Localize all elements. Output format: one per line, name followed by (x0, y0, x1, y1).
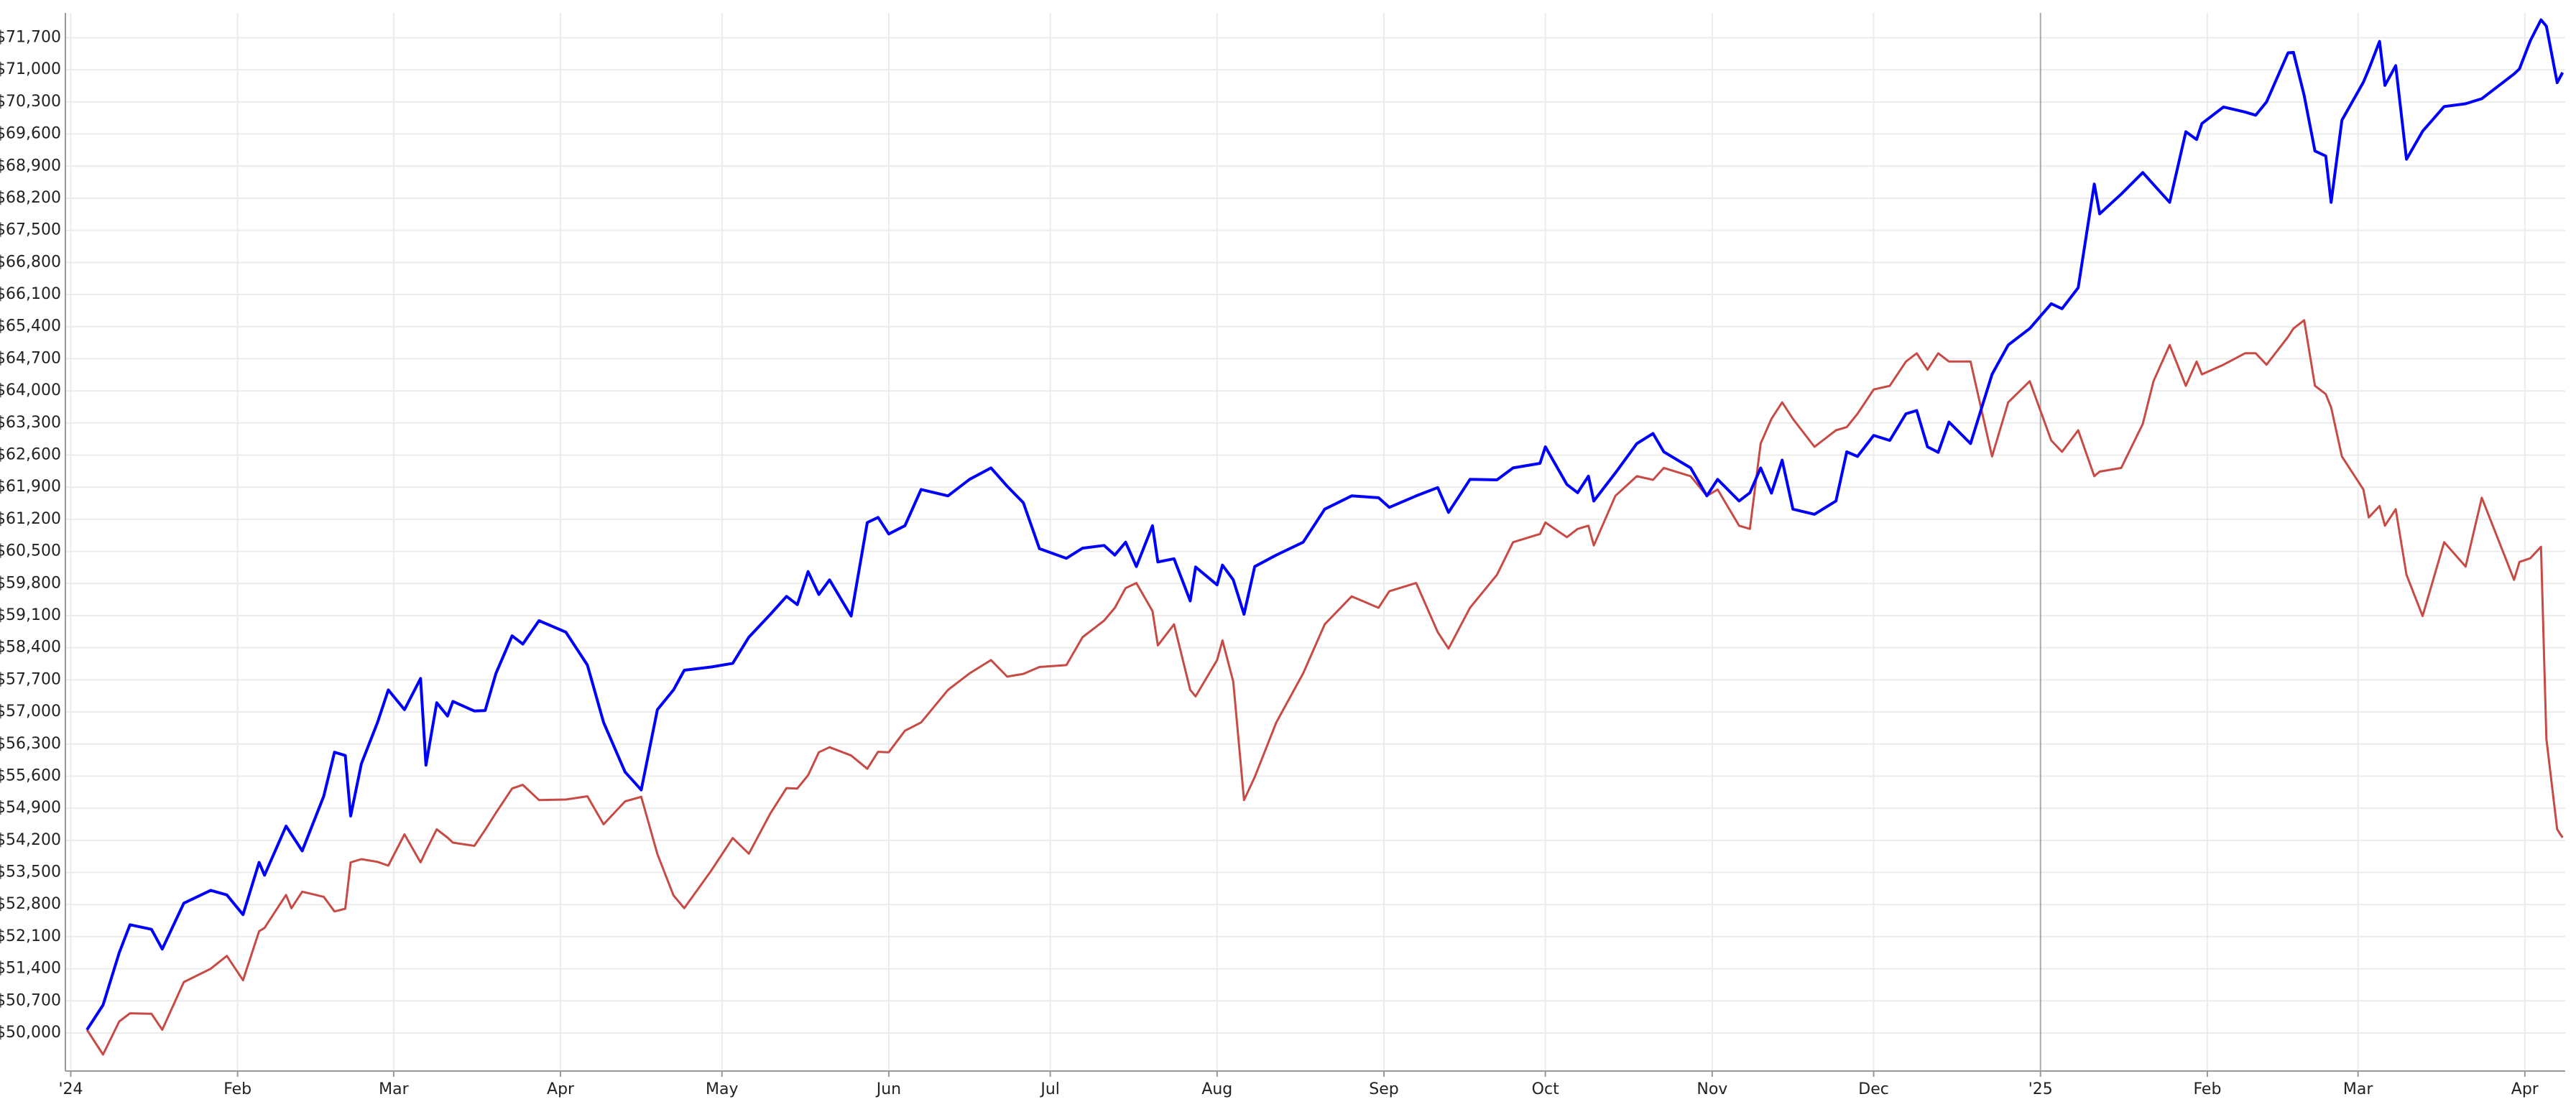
x-tick-label: Apr (547, 1080, 575, 1098)
y-tick-label: $61,900 (0, 478, 61, 496)
lines (86, 18, 2565, 1056)
y-tick-label: $57,000 (0, 703, 61, 721)
y-tick-label: $55,600 (0, 766, 61, 784)
y-tick-label: $50,000 (0, 1024, 61, 1042)
y-tick-label: $58,400 (0, 639, 61, 657)
x-tick-label: Oct (1532, 1080, 1559, 1098)
x-tick-label: Mar (379, 1080, 409, 1098)
y-tick-label: $54,200 (0, 831, 61, 849)
y-tick-label: $51,400 (0, 960, 61, 978)
x-tick-label: Mar (2343, 1080, 2373, 1098)
grid (65, 13, 2565, 1077)
x-tick-label: May (706, 1080, 738, 1098)
y-tick-label: $71,000 (0, 60, 61, 78)
y-tick-label: $56,300 (0, 735, 61, 753)
y-tick-label: $66,100 (0, 285, 61, 303)
y-tick-label: $69,600 (0, 125, 61, 143)
y-tick-label: $71,700 (0, 28, 61, 46)
y-tick-label: $64,000 (0, 381, 61, 399)
y-tick-label: $57,700 (0, 670, 61, 688)
y-tick-label: $62,600 (0, 446, 61, 464)
y-tick-label: $53,500 (0, 863, 61, 881)
series-line (86, 319, 2564, 1056)
x-tick-label: Feb (223, 1080, 251, 1098)
y-tick-label: $68,900 (0, 157, 61, 175)
x-tick-label: Nov (1696, 1080, 1727, 1098)
y-tick-label: $59,100 (0, 606, 61, 624)
y-tick-label: $70,300 (0, 93, 61, 111)
series-line (86, 18, 2565, 1031)
x-tick-label: Aug (1201, 1080, 1232, 1098)
y-tick-label: $52,800 (0, 895, 61, 913)
x-tick-label: Dec (1858, 1080, 1889, 1098)
labels: $50,000 $50,700 $51,400 $52,100 $52,800 $53,5… (0, 28, 2539, 1098)
y-tick-label: $50,700 (0, 991, 61, 1009)
y-tick-label: $59,800 (0, 574, 61, 592)
y-tick-label: $67,500 (0, 221, 61, 239)
x-tick-label: Apr (2511, 1080, 2539, 1098)
y-tick-label: $60,500 (0, 542, 61, 560)
x-tick-label: '25 (2028, 1080, 2053, 1098)
x-tick-label: '24 (58, 1080, 83, 1098)
y-tick-label: $63,300 (0, 414, 61, 432)
y-tick-label: $61,200 (0, 510, 61, 528)
y-tick-label: $52,100 (0, 927, 61, 945)
y-tick-label: $64,700 (0, 349, 61, 367)
y-tick-label: $54,900 (0, 799, 61, 817)
y-tick-label: $66,800 (0, 253, 61, 271)
y-tick-label: $68,200 (0, 189, 61, 207)
x-tick-label: Jun (875, 1080, 901, 1098)
x-tick-label: Feb (2193, 1080, 2221, 1098)
y-tick-label: $65,400 (0, 318, 61, 335)
x-tick-label: Sep (1369, 1080, 1398, 1098)
x-tick-label: Jul (1039, 1080, 1060, 1098)
